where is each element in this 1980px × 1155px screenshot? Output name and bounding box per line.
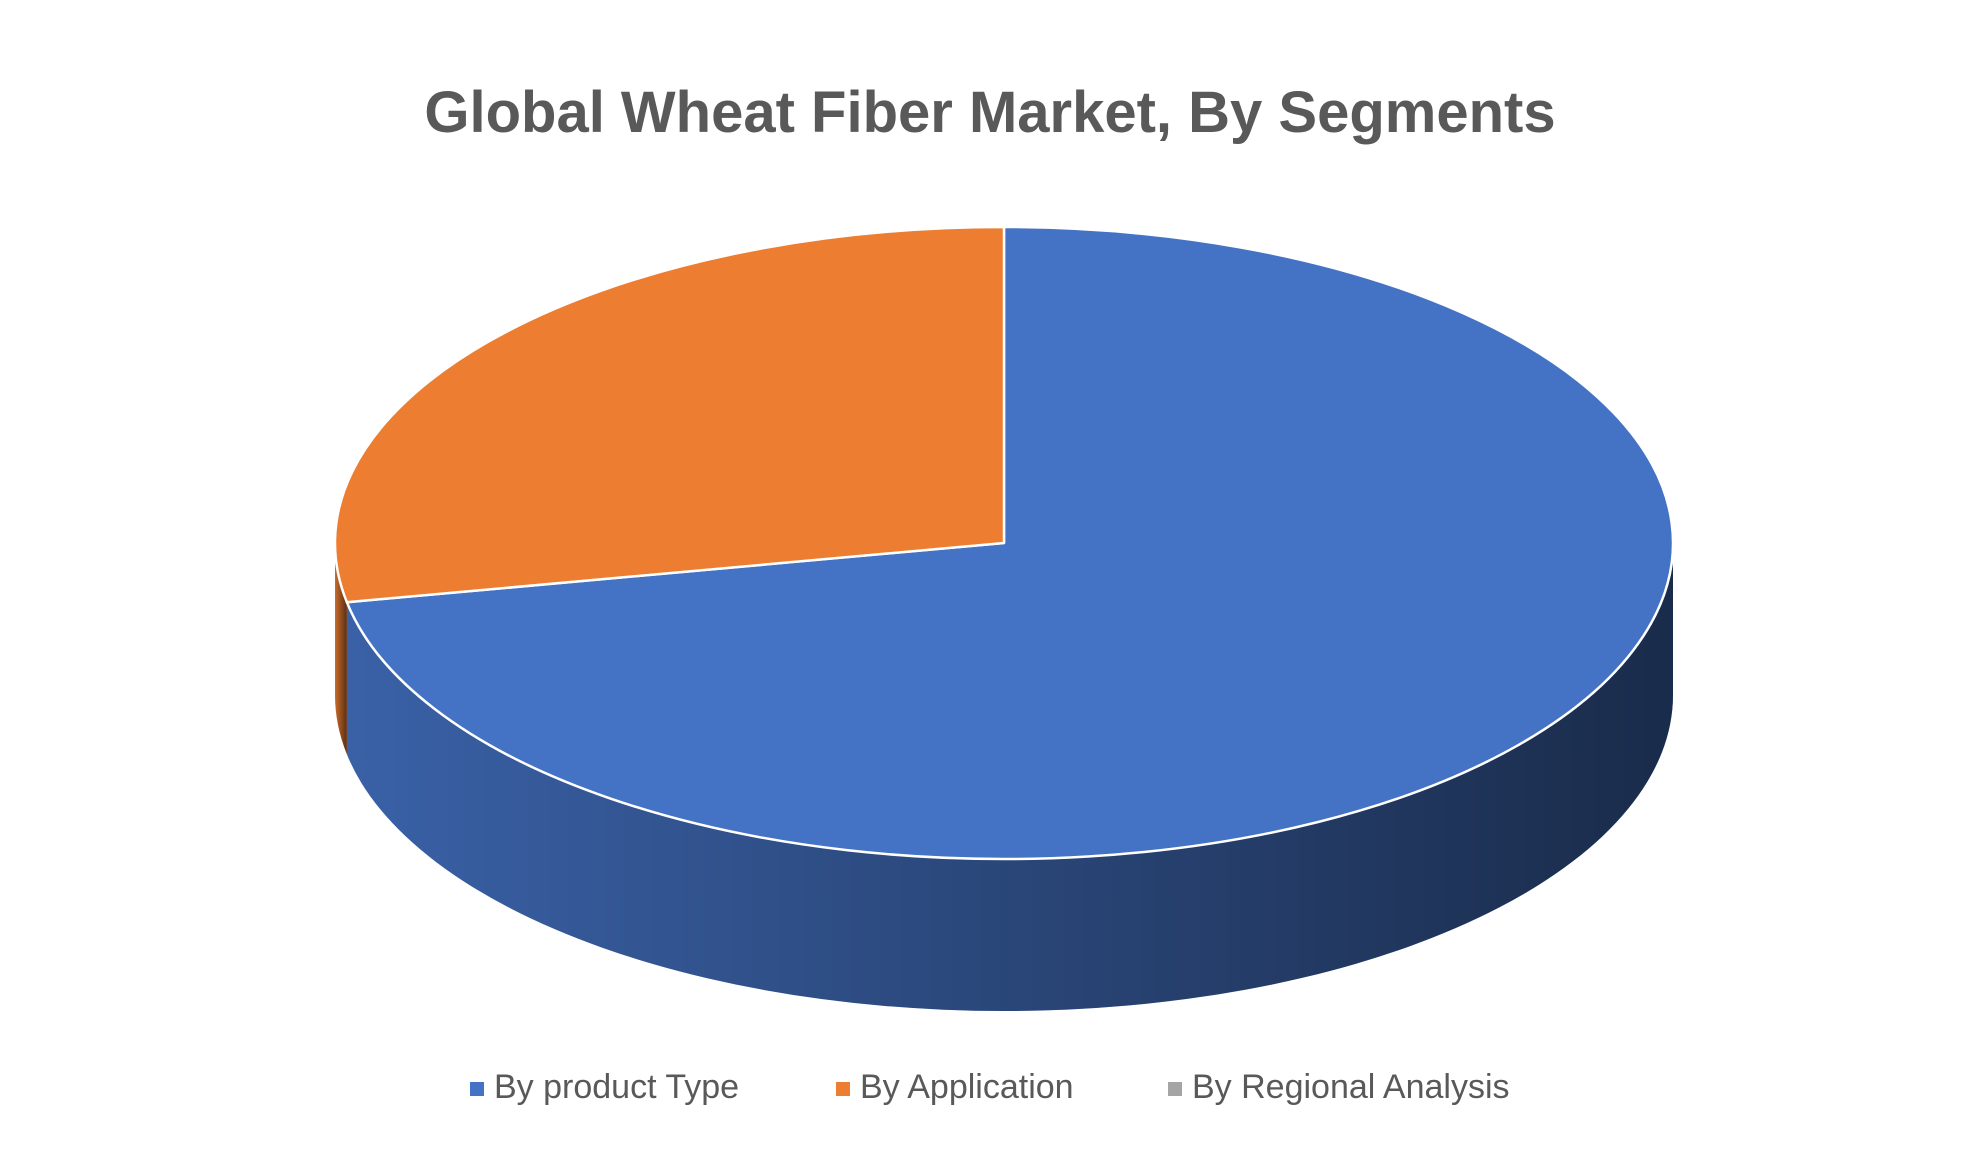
- legend-label: By Application: [860, 1068, 1074, 1106]
- side-shade: [346, 543, 1674, 1012]
- legend-marker: [836, 1082, 850, 1096]
- slice: [333, 225, 1006, 604]
- slice: [345, 225, 1675, 861]
- chart-title: Global Wheat Fiber Market, By Segments: [424, 80, 1555, 145]
- pie: [333, 225, 1675, 1012]
- legend-marker: [470, 1082, 484, 1096]
- legend-label: By Regional Analysis: [1192, 1068, 1510, 1106]
- legend: By product Type By Application By Regional…: [470, 1068, 1510, 1106]
- legend-marker: [1168, 1082, 1182, 1096]
- legend-label: By product Type: [494, 1068, 739, 1106]
